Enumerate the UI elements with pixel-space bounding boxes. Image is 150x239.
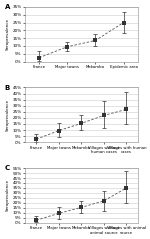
Point xyxy=(38,56,40,60)
Y-axis label: Seroprevalence: Seroprevalence xyxy=(6,18,10,50)
Point xyxy=(125,186,128,190)
Point xyxy=(80,206,83,209)
Text: C: C xyxy=(5,165,10,171)
Point xyxy=(125,108,128,111)
Point xyxy=(103,199,105,203)
Point xyxy=(80,121,83,125)
Point xyxy=(35,218,38,222)
Point xyxy=(35,137,38,141)
Y-axis label: Seroprevalence: Seroprevalence xyxy=(6,99,10,131)
Point xyxy=(122,21,125,24)
Point xyxy=(58,212,60,215)
Y-axis label: Seroprevalence: Seroprevalence xyxy=(6,179,10,212)
Text: A: A xyxy=(5,4,10,10)
Point xyxy=(94,38,97,42)
Point xyxy=(66,45,69,49)
Point xyxy=(103,114,105,117)
Point xyxy=(58,129,60,133)
Text: B: B xyxy=(5,85,10,91)
